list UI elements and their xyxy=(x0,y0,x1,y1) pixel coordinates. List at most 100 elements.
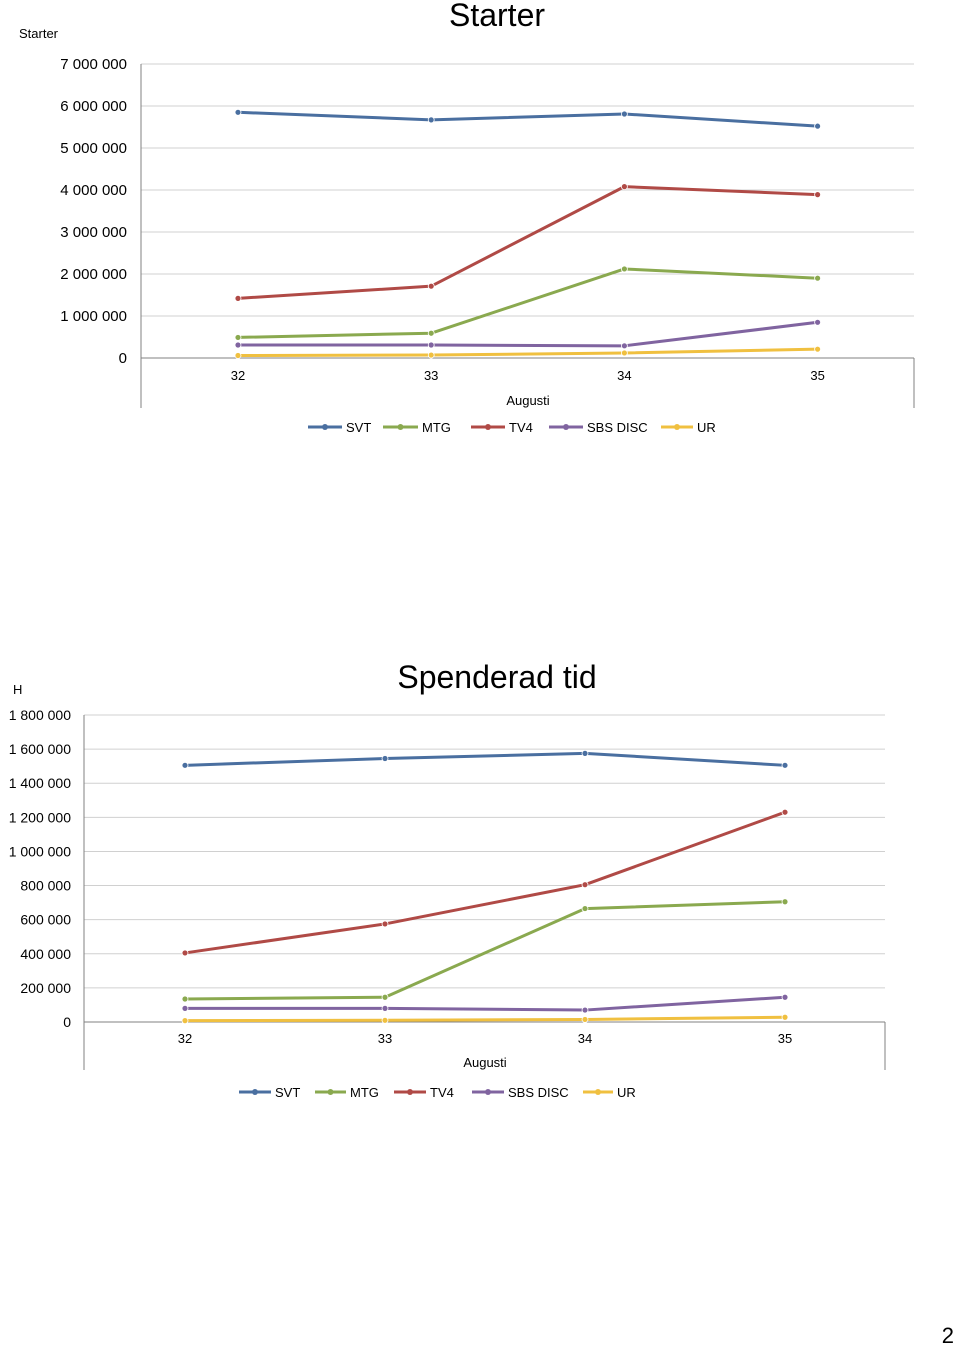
data-point-svt xyxy=(427,116,435,124)
legend-label-ur: UR xyxy=(617,1085,636,1100)
x-axis-label: Augusti xyxy=(506,393,549,408)
series-line-ur xyxy=(183,1015,787,1023)
data-point-svt xyxy=(381,755,389,762)
legend-marker-sbs-disc xyxy=(485,1089,491,1095)
data-point-mtg xyxy=(621,265,628,273)
data-point-tv4 xyxy=(781,808,789,816)
data-point-sbs-disc xyxy=(181,1004,189,1012)
data-point-tv4 xyxy=(427,282,435,290)
x-tick-label: 35 xyxy=(778,1031,792,1046)
data-point-tv4 xyxy=(181,949,189,957)
data-point-sbs-disc xyxy=(381,1004,389,1012)
data-point-ur xyxy=(181,1017,189,1025)
legend-label-ur: UR xyxy=(697,420,716,435)
data-point-ur xyxy=(621,349,628,357)
y-tick-label: 1 200 000 xyxy=(9,809,71,825)
y-tick-label: 1 400 000 xyxy=(9,775,71,791)
y-tick-label: 3 000 000 xyxy=(60,224,127,241)
x-tick-label: 32 xyxy=(178,1031,192,1046)
y-tick-label: 1 000 000 xyxy=(9,843,71,859)
x-tick-label: 35 xyxy=(810,368,824,383)
series-line-ur xyxy=(236,347,820,357)
chart-starter: Starter Starter 0 1 000 000 2 000 000 3 000 0… xyxy=(19,0,915,435)
legend-label-tv4: TV4 xyxy=(430,1085,454,1100)
data-point-mtg xyxy=(181,995,189,1003)
data-point-svt xyxy=(581,749,589,757)
y-tick-label: 1 600 000 xyxy=(9,741,71,757)
x-tick-label: 32 xyxy=(231,368,245,383)
data-point-ur xyxy=(234,352,242,359)
y-tick-label: 600 000 xyxy=(20,912,71,928)
data-point-mtg xyxy=(581,905,589,912)
legend-label-sbs-disc: SBS DISC xyxy=(508,1085,569,1100)
legend-marker-tv4 xyxy=(407,1089,413,1095)
data-point-mtg xyxy=(814,274,821,282)
legend-label-svt: SVT xyxy=(275,1085,300,1100)
y-tick-label: 400 000 xyxy=(20,946,71,962)
data-point-mtg xyxy=(427,329,435,337)
series-line-svt xyxy=(236,110,820,128)
y-tick-label: 1 800 000 xyxy=(9,707,71,723)
legend-label-sbs-disc: SBS DISC xyxy=(587,420,648,435)
legend-marker-sbs-disc xyxy=(563,424,569,430)
data-point-mtg xyxy=(781,898,789,906)
legend-marker-ur xyxy=(595,1089,601,1095)
chart-title: Starter xyxy=(449,0,545,33)
data-point-sbs-disc xyxy=(814,318,821,326)
x-axis-label: Augusti xyxy=(463,1055,506,1070)
data-point-tv4 xyxy=(814,191,821,199)
corner-label: H xyxy=(13,682,22,697)
data-point-sbs-disc xyxy=(234,341,242,349)
legend-marker-mtg xyxy=(327,1089,334,1095)
data-point-svt xyxy=(181,761,189,769)
series-line-tv4 xyxy=(183,810,787,955)
x-tick-label: 34 xyxy=(578,1031,592,1046)
series-line-svt xyxy=(183,751,787,767)
legend-label-mtg: MTG xyxy=(350,1085,379,1100)
y-tick-label: 2 000 000 xyxy=(60,266,127,283)
data-point-sbs-disc xyxy=(581,1006,589,1014)
series-line-sbs-disc xyxy=(183,995,787,1012)
y-tick-label: 200 000 xyxy=(20,980,71,996)
data-point-svt xyxy=(814,122,821,130)
data-point-sbs-disc xyxy=(621,342,628,350)
y-tick-label: 1 000 000 xyxy=(60,308,127,325)
data-point-svt xyxy=(234,108,242,116)
chart-title: Spenderad tid xyxy=(397,659,596,695)
corner-label: Starter xyxy=(19,26,59,41)
data-point-mtg xyxy=(234,334,242,341)
y-tick-label: 6 000 000 xyxy=(60,98,127,115)
y-tick-label: 800 000 xyxy=(20,878,71,894)
x-tick-label: 33 xyxy=(378,1031,392,1046)
y-tick-label: 0 xyxy=(119,350,127,367)
x-tick-label: 33 xyxy=(424,368,438,383)
data-point-tv4 xyxy=(581,881,589,889)
series-line-tv4 xyxy=(236,185,820,300)
legend-label-svt: SVT xyxy=(346,420,371,435)
data-point-mtg xyxy=(381,993,389,1001)
series-line-mtg xyxy=(236,267,820,339)
data-point-ur xyxy=(781,1013,789,1021)
data-point-tv4 xyxy=(621,183,628,191)
y-tick-label: 5 000 000 xyxy=(60,140,127,157)
legend-marker-tv4 xyxy=(485,424,491,430)
page-number: 2 xyxy=(941,1323,954,1348)
legend-label-tv4: TV4 xyxy=(509,420,533,435)
x-tick-label: 34 xyxy=(617,368,631,383)
chart-spenderad-tid: Spenderad tid H 0 200 000 400 000 600 000 800 … xyxy=(9,659,886,1100)
data-point-tv4 xyxy=(234,294,242,302)
data-point-ur xyxy=(381,1016,389,1024)
legend-label-mtg: MTG xyxy=(422,420,451,435)
data-point-ur xyxy=(814,345,821,353)
legend-marker-svt xyxy=(252,1089,258,1095)
data-point-sbs-disc xyxy=(427,341,435,349)
data-point-sbs-disc xyxy=(781,993,789,1001)
data-point-ur xyxy=(581,1016,589,1023)
data-point-svt xyxy=(781,761,789,769)
series-line-sbs-disc xyxy=(236,320,820,348)
data-point-svt xyxy=(621,110,628,118)
legend-marker-mtg xyxy=(397,424,404,430)
y-tick-label: 7 000 000 xyxy=(60,56,127,73)
y-tick-label: 0 xyxy=(63,1014,71,1030)
data-point-tv4 xyxy=(381,920,389,928)
